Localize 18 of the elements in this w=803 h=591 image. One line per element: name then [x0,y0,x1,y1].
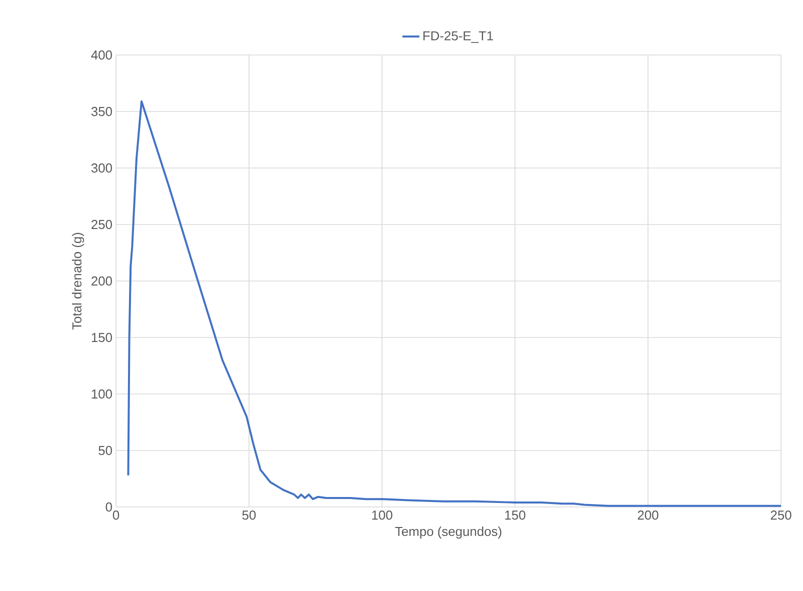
y-tick-label: 400 [91,50,112,60]
x-axis-title: Tempo (segundos) [395,526,502,539]
legend-label: FD-25-E_T1 [423,31,493,43]
y-tick-label: 0 [106,502,112,512]
x-tick-label: 200 [638,510,658,520]
x-tick-label: 150 [505,510,526,520]
x-tick-label: 250 [770,510,792,520]
x-tick-label: 0 [112,510,120,520]
y-tick-label: 250 [92,220,112,230]
y-tick-label: 300 [91,163,112,173]
y-tick-label: 350 [91,106,112,116]
y-tick-label: 150 [92,332,112,342]
y-tick-label: 50 [98,446,112,456]
y-axis-title: Total drenado (g) [72,232,84,330]
x-tick-label: 100 [372,510,392,520]
y-tick-label: 100 [92,389,112,399]
y-tick-label: 200 [92,276,112,286]
x-tick-label: 50 [242,510,256,520]
